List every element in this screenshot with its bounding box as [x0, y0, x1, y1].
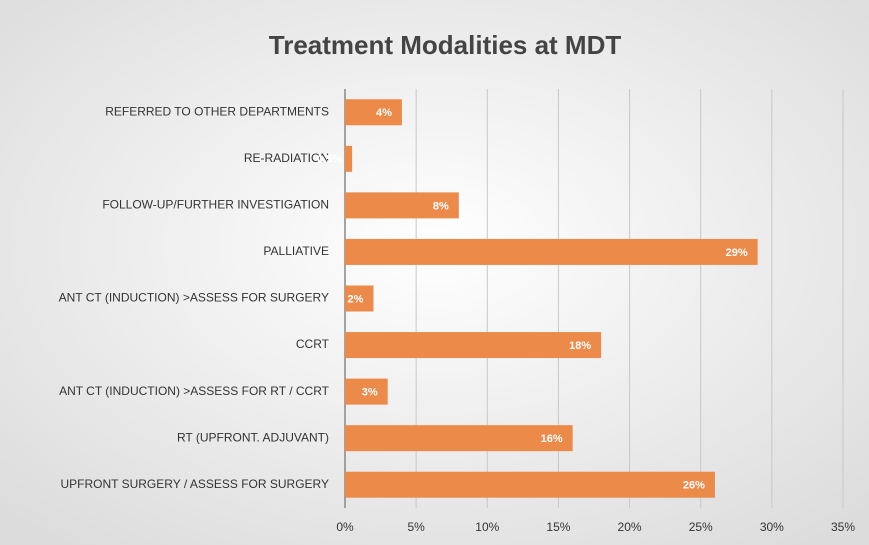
value-label: 18% — [569, 340, 591, 352]
bar — [345, 471, 715, 498]
y-tick-label: RE-RADIATION — [244, 151, 329, 165]
value-label: 26% — [683, 480, 705, 492]
bar — [345, 285, 374, 312]
x-tick-label: 25% — [689, 520, 713, 534]
bar — [345, 332, 602, 359]
chart-title: Treatment Modalities at MDT — [269, 30, 622, 60]
x-tick-label: 30% — [760, 520, 784, 534]
y-tick-label: UPFRONT SURGERY / ASSESS FOR SURGERY — [60, 477, 329, 491]
value-label: 3% — [362, 387, 378, 399]
x-tick-label: 35% — [831, 520, 855, 534]
value-label: 16% — [541, 433, 563, 445]
x-tick-label: 10% — [475, 520, 499, 534]
bar — [345, 238, 758, 265]
value-label: 2% — [348, 293, 364, 305]
x-tick-label: 15% — [546, 520, 570, 534]
bar — [345, 425, 573, 452]
bar — [345, 99, 402, 126]
bar — [345, 145, 353, 172]
x-tick-label: 5% — [407, 520, 425, 534]
y-tick-label: ANT CT (INDUCTION) >ASSESS FOR SURGERY — [59, 291, 329, 305]
value-label: 8% — [433, 200, 449, 212]
x-tick-label: 0% — [336, 520, 354, 534]
value-label: 29% — [726, 247, 748, 259]
value-label: 4% — [376, 107, 392, 119]
y-tick-label: ANT CT (INDUCTION) >ASSESS FOR RT / CCRT — [59, 384, 330, 398]
bar — [345, 378, 388, 405]
y-tick-label: CCRT — [296, 337, 330, 351]
y-tick-label: PALLIATIVE — [263, 244, 329, 258]
x-tick-label: 20% — [618, 520, 642, 534]
y-tick-label: REFERRED TO OTHER DEPARTMENTS — [105, 104, 329, 118]
bar — [345, 192, 459, 219]
value-label: 0.5% — [317, 154, 342, 166]
y-tick-label: FOLLOW-UP/FURTHER INVESTIGATION — [102, 198, 329, 212]
y-tick-label: RT (UPFRONT. ADJUVANT) — [177, 430, 329, 444]
